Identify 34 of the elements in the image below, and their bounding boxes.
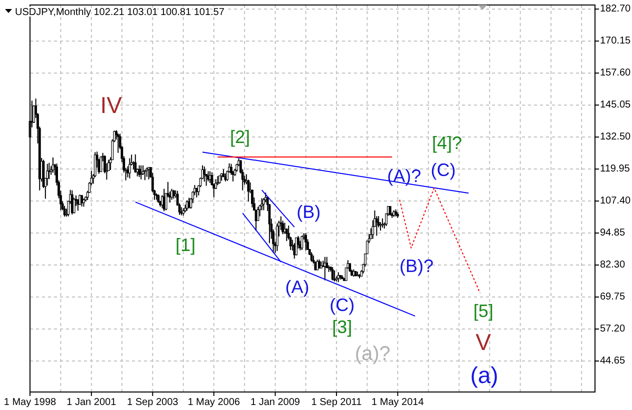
y-tick-label: 57.20: [600, 324, 626, 335]
annotation: (C): [430, 160, 456, 180]
x-tick-label: 1 Sep 2011: [311, 397, 362, 408]
annotation: (B): [296, 202, 321, 222]
y-tick-label: 44.65: [600, 356, 626, 367]
x-tick-label: 1 May 2014: [372, 397, 424, 408]
annotation: (B)?: [400, 256, 434, 276]
annotation: [5]: [473, 301, 494, 321]
x-tick-label: 1 May 1998: [4, 397, 57, 408]
annotation: [1]: [176, 235, 196, 255]
x-tick-label: 1 Jan 2009: [250, 397, 300, 408]
annotation: [3]: [332, 317, 352, 337]
annotation: (A)?: [387, 166, 422, 186]
annotation: V: [476, 329, 492, 355]
annotation: (C): [330, 295, 355, 315]
x-tick-label: 1 May 2006: [188, 397, 240, 408]
y-tick-label: 119.95: [600, 164, 630, 175]
annotation: (A): [285, 277, 310, 297]
annotation: (a): [470, 362, 498, 388]
annotation: (a)?: [354, 343, 390, 365]
y-tick-label: 170.15: [600, 36, 632, 47]
y-tick-label: 132.50: [600, 132, 632, 143]
y-tick-label: 82.30: [600, 260, 626, 271]
annotation: [2]: [230, 127, 250, 147]
y-tick-label: 145.05: [600, 100, 632, 111]
y-tick-label: 157.60: [600, 68, 632, 79]
annotation: IV: [100, 92, 123, 118]
y-tick-label: 94.85: [600, 228, 626, 239]
x-tick-label: 1 Jan 2001: [66, 397, 117, 408]
y-tick-label: 182.70: [600, 4, 632, 15]
x-tick-label: 1 Sep 2003: [127, 397, 179, 408]
annotation: [4]?: [432, 133, 462, 153]
y-tick-label: 69.75: [600, 292, 626, 303]
y-tick-label: 107.40: [600, 196, 632, 207]
